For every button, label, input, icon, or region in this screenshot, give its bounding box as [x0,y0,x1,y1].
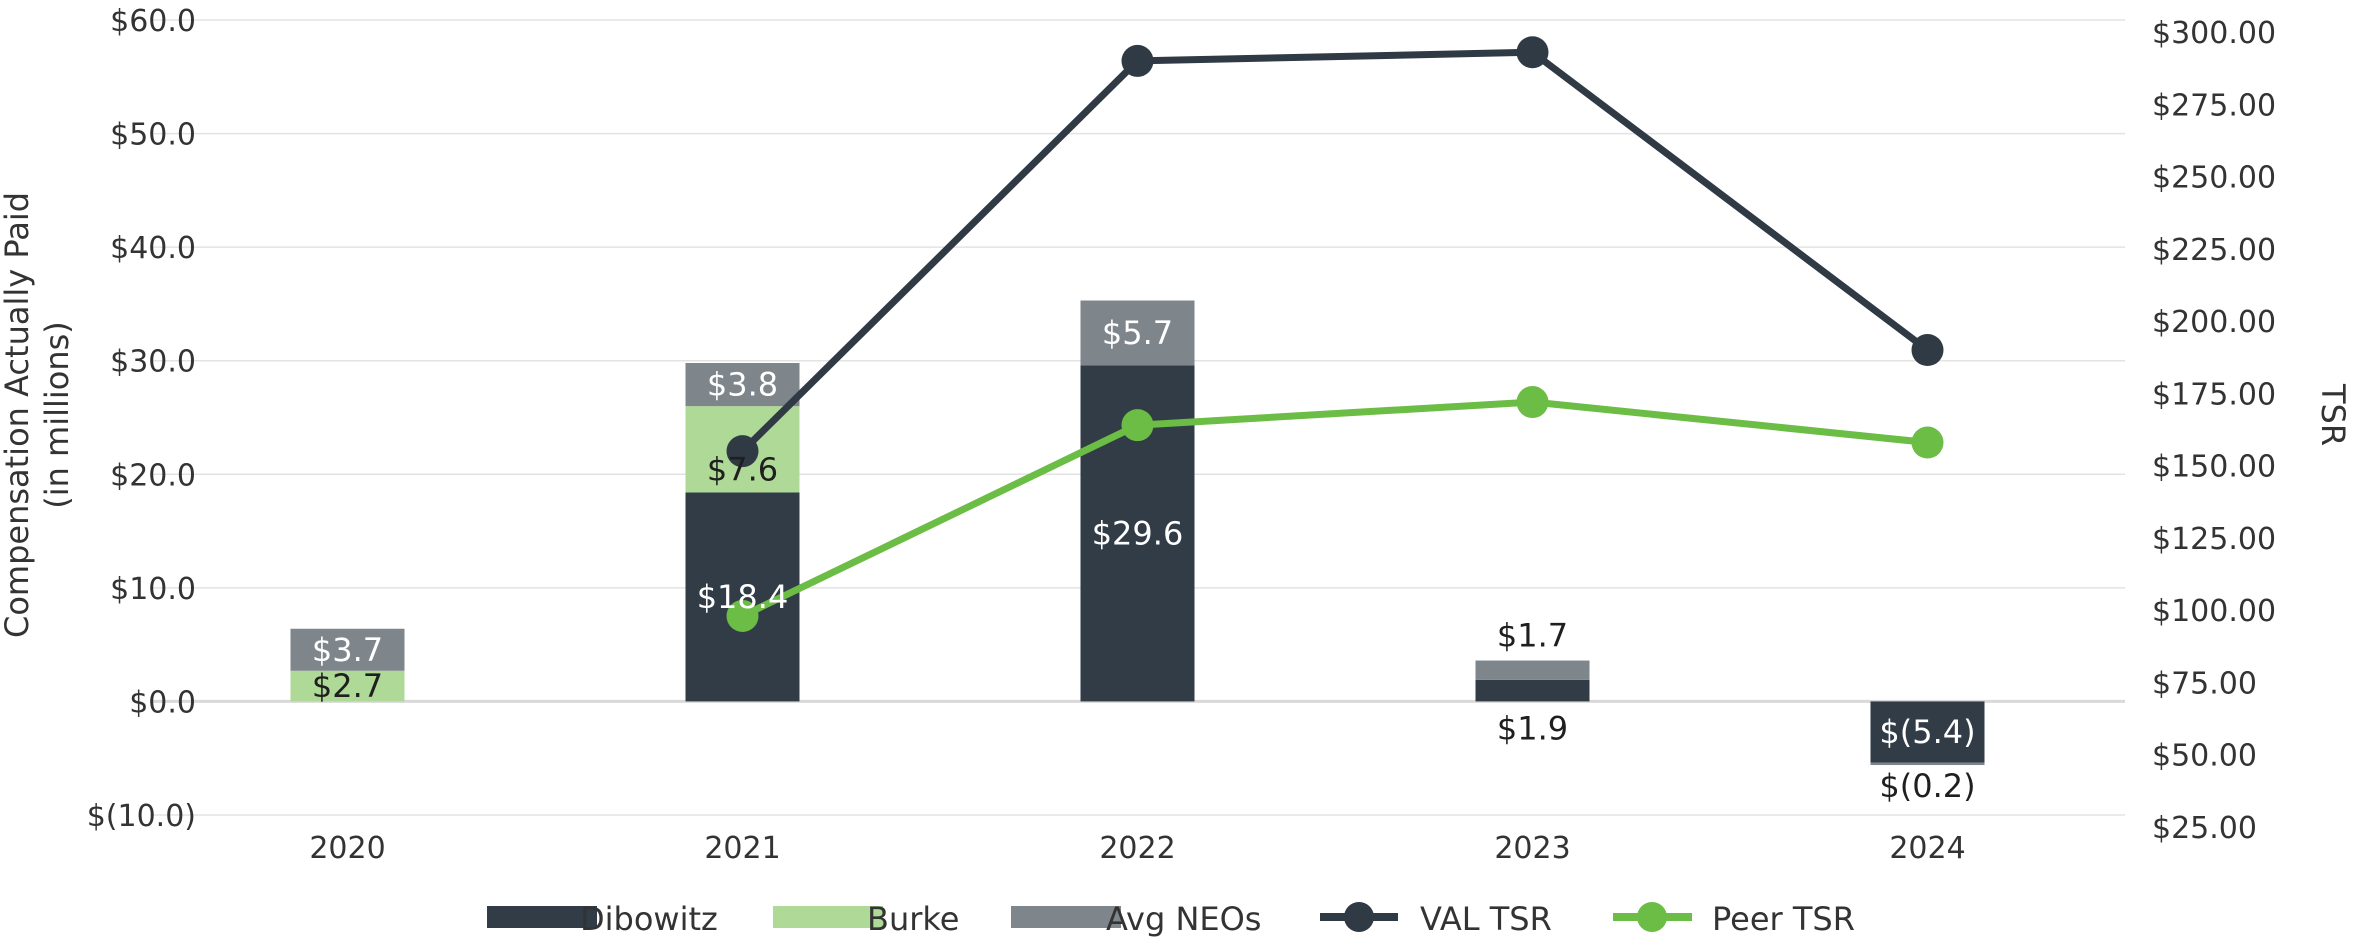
right-tick-label: $175.00 [2152,377,2276,412]
x-tick-label: 2021 [704,831,780,866]
x-tick-label: 2020 [309,831,385,866]
legend-swatch-avg-neos [1011,906,1121,928]
left-tick-label: $60.0 [110,4,196,39]
legend-swatch-dibowitz [487,906,597,928]
legend: Dibowitz Burke Avg NEOs VAL TSR Peer TSR [487,900,1855,938]
bar-dibowitz [1870,701,1985,763]
left-tick-label: $50.0 [110,118,196,153]
bar-avg-neos [1475,660,1590,680]
point-val-tsr [1121,44,1154,77]
legend-label-burke: Burke [867,900,959,938]
data-label-dibowitz: $29.6 [1092,514,1184,552]
bar-dibowitz [1475,679,1590,702]
data-label-avg-neos: $1.7 [1497,617,1568,655]
point-val-tsr [1516,36,1549,69]
point-peer-tsr [1516,386,1549,419]
left-tick-label: $20.0 [110,458,196,493]
point-val-tsr [726,435,759,468]
right-tick-label: $75.00 [2152,666,2257,701]
right-tick-label: $150.00 [2152,450,2276,485]
data-label-dibowitz: $1.9 [1497,709,1568,747]
data-label-dibowitz: $(5.4) [1879,713,1975,751]
right-tick-label: $300.00 [2152,16,2276,51]
x-tick-label: 2024 [1889,831,1965,866]
legend-label-dibowitz: Dibowitz [580,900,718,938]
right-tick-label: $25.00 [2152,811,2257,846]
right-tick-label: $250.00 [2152,161,2276,196]
legend-label-avg-neos: Avg NEOs [1106,900,1261,938]
bar-avg-neos [290,628,405,671]
legend-label-val-tsr: VAL TSR [1420,900,1552,938]
data-label-avg-neos: $3.7 [312,631,383,669]
right-tick-label: $275.00 [2152,88,2276,123]
left-axis-title-line1: Compensation Actually Paid [0,192,36,638]
data-label-avg-neos: $(0.2) [1879,767,1975,805]
bar-avg-neos [1080,300,1195,366]
x-tick-label: 2022 [1099,831,1175,866]
data-label-burke: $2.7 [312,667,383,705]
right-tick-label: $225.00 [2152,233,2276,268]
legend-label-peer-tsr: Peer TSR [1712,900,1855,938]
line-peer-tsr [740,398,1928,620]
data-label-avg-neos: $5.7 [1102,314,1173,352]
x-tick-label: 2023 [1494,831,1570,866]
data-label-avg-neos: $3.8 [707,366,778,404]
left-tick-label: $(10.0) [87,799,196,834]
right-tick-label: $200.00 [2152,305,2276,340]
bar-labels: $2.7$3.7 $18.4 $7.6 $3.8 $29.6 $5.7 $1.9 $1.7 $(… [312,314,1976,805]
point-peer-tsr [1121,409,1154,442]
right-tick-label: $100.00 [2152,594,2276,629]
bar-avg-neos [685,362,800,407]
left-tick-label: $10.0 [110,572,196,607]
right-tick-label: $50.00 [2152,739,2257,774]
point-val-tsr [1911,334,1944,366]
bar-burke [290,670,405,702]
tsr-lines [726,36,1944,632]
legend-swatch-burke [773,906,883,928]
left-tick-label: $40.0 [110,231,196,266]
right-axis-title: TSR [2314,383,2352,446]
bar-avg-neos [1870,762,1985,766]
data-label-burke: $7.6 [707,450,778,488]
left-tick-label: $0.0 [129,685,196,720]
point-peer-tsr [1911,426,1944,459]
axes: Compensation Actually Paid (in millions)… [0,4,2352,866]
line-val-tsr [740,48,1930,454]
left-tick-label: $30.0 [110,345,196,380]
data-label-dibowitz: $18.4 [697,578,789,616]
legend-marker-val-tsr [1344,902,1374,932]
right-tick-label: $125.00 [2152,522,2276,557]
left-axis-title-line2: (in millions) [38,321,76,509]
point-peer-tsr [726,599,759,632]
legend-marker-peer-tsr [1637,902,1667,932]
